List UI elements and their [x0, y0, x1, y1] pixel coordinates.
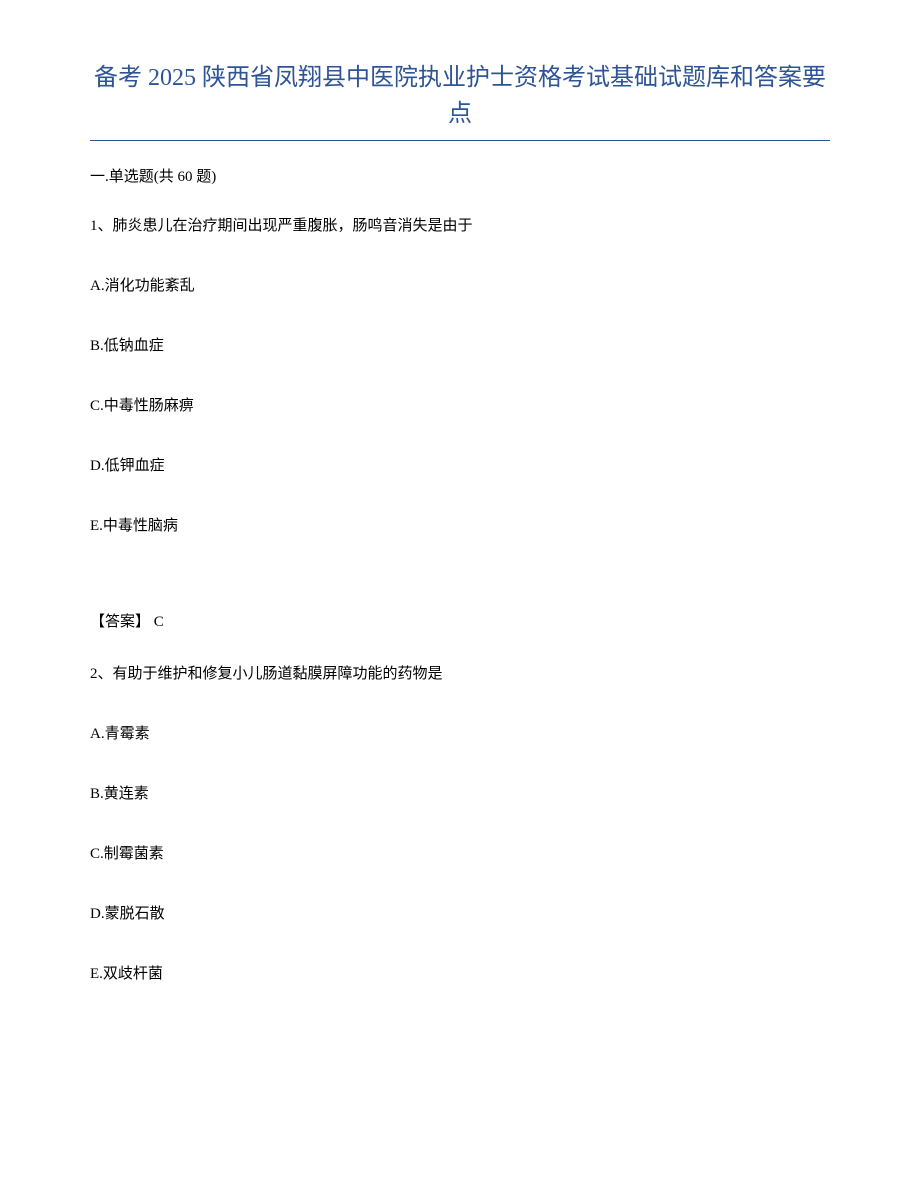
- option-a: A.消化功能紊乱: [90, 274, 830, 298]
- option-d: D.蒙脱石散: [90, 902, 830, 926]
- section-header: 一.单选题(共 60 题): [90, 165, 830, 186]
- option-c: C.制霉菌素: [90, 842, 830, 866]
- document-title: 备考 2025 陕西省凤翔县中医院执业护士资格考试基础试题库和答案要点: [90, 60, 830, 141]
- option-e: E.双歧杆菌: [90, 962, 830, 986]
- question-stem: 有助于维护和修复小儿肠道黏膜屏障功能的药物是: [113, 666, 443, 682]
- answer-text: 【答案】 C: [90, 610, 830, 634]
- option-e: E.中毒性脑病: [90, 514, 830, 538]
- option-b: B.低钠血症: [90, 334, 830, 358]
- question-2: 2、有助于维护和修复小儿肠道黏膜屏障功能的药物是 A.青霉素 B.黄连素 C.制…: [90, 662, 830, 986]
- question-number: 2、: [90, 666, 113, 682]
- question-stem: 肺炎患儿在治疗期间出现严重腹胀，肠鸣音消失是由于: [113, 218, 473, 234]
- option-d: D.低钾血症: [90, 454, 830, 478]
- option-c: C.中毒性肠麻痹: [90, 394, 830, 418]
- option-a: A.青霉素: [90, 722, 830, 746]
- question-text: 1、肺炎患儿在治疗期间出现严重腹胀，肠鸣音消失是由于: [90, 214, 830, 238]
- question-text: 2、有助于维护和修复小儿肠道黏膜屏障功能的药物是: [90, 662, 830, 686]
- option-b: B.黄连素: [90, 782, 830, 806]
- question-number: 1、: [90, 218, 113, 234]
- question-1: 1、肺炎患儿在治疗期间出现严重腹胀，肠鸣音消失是由于 A.消化功能紊乱 B.低钠…: [90, 214, 830, 634]
